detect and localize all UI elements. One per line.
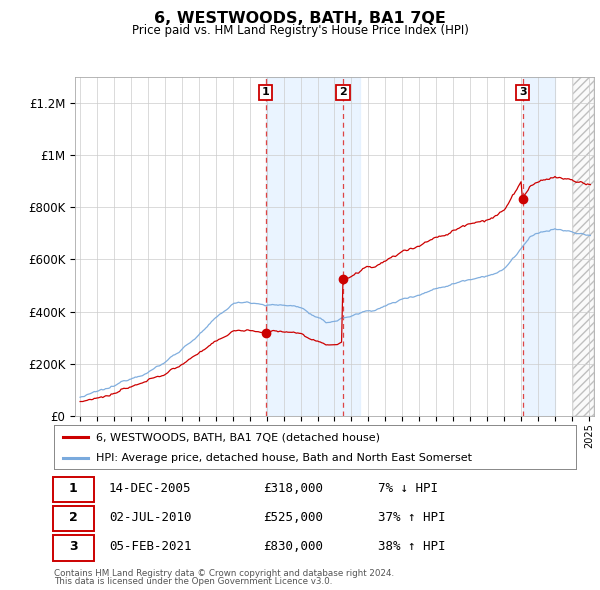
Text: 3: 3 [519, 87, 527, 97]
Text: 1: 1 [262, 87, 269, 97]
Text: 05-FEB-2021: 05-FEB-2021 [109, 540, 191, 553]
Text: 2: 2 [69, 511, 77, 525]
Text: This data is licensed under the Open Government Licence v3.0.: This data is licensed under the Open Gov… [54, 577, 332, 586]
Text: 14-DEC-2005: 14-DEC-2005 [109, 482, 191, 495]
Bar [574, 77, 594, 416]
Text: 2: 2 [339, 87, 347, 97]
Bar [574, 77, 594, 416]
Text: 7% ↓ HPI: 7% ↓ HPI [377, 482, 437, 495]
Text: 37% ↑ HPI: 37% ↑ HPI [377, 511, 445, 525]
Text: £318,000: £318,000 [263, 482, 323, 495]
Text: 6, WESTWOODS, BATH, BA1 7QE (detached house): 6, WESTWOODS, BATH, BA1 7QE (detached ho… [96, 432, 380, 442]
Text: HPI: Average price, detached house, Bath and North East Somerset: HPI: Average price, detached house, Bath… [96, 453, 472, 463]
Text: 02-JUL-2010: 02-JUL-2010 [109, 511, 191, 525]
Text: £525,000: £525,000 [263, 511, 323, 525]
Text: 38% ↑ HPI: 38% ↑ HPI [377, 540, 445, 553]
FancyBboxPatch shape [53, 477, 94, 502]
Bar [523, 77, 555, 416]
FancyBboxPatch shape [53, 535, 94, 560]
Text: Price paid vs. HM Land Registry's House Price Index (HPI): Price paid vs. HM Land Registry's House … [131, 24, 469, 37]
Text: £830,000: £830,000 [263, 540, 323, 553]
Text: 6, WESTWOODS, BATH, BA1 7QE: 6, WESTWOODS, BATH, BA1 7QE [154, 11, 446, 25]
Text: Contains HM Land Registry data © Crown copyright and database right 2024.: Contains HM Land Registry data © Crown c… [54, 569, 394, 578]
Bar [266, 77, 360, 416]
FancyBboxPatch shape [53, 506, 94, 532]
Text: 1: 1 [69, 482, 77, 495]
Text: 3: 3 [69, 540, 77, 553]
